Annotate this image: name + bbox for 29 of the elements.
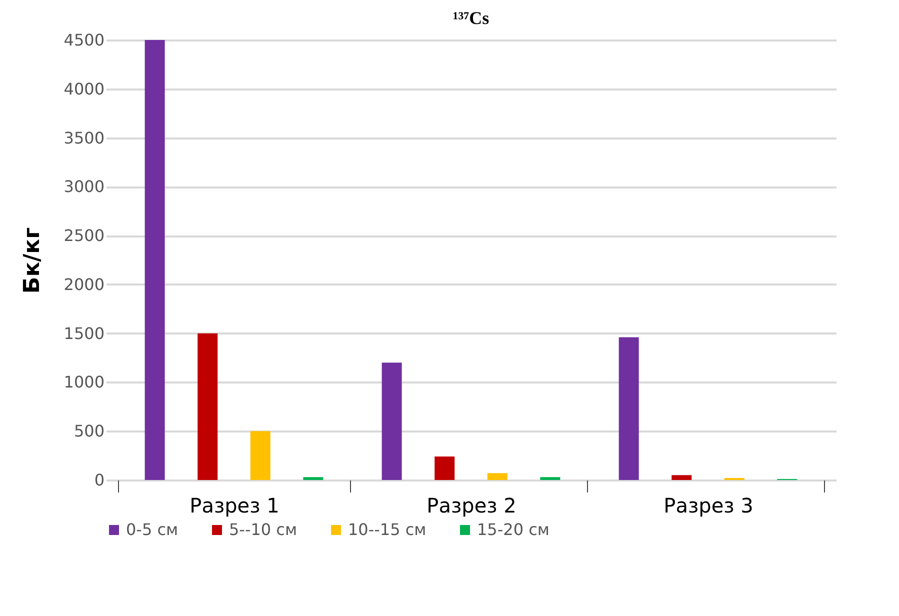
y-tick-label: 1000 [64, 372, 104, 392]
bar [144, 40, 165, 480]
y-tick-label: 2000 [64, 274, 104, 294]
bar [250, 431, 270, 480]
bar [303, 477, 324, 480]
x-tick-label: Разрез 1 [190, 494, 280, 518]
bar [487, 473, 508, 480]
bar [198, 333, 218, 480]
y-axis-title: Бк/кг [20, 227, 45, 294]
legend-label: 5--10 см [229, 520, 298, 539]
y-tick-label: 500 [74, 422, 104, 441]
legend-label: 0-5 см [126, 520, 178, 539]
y-tick-label: 4500 [64, 30, 104, 50]
chart-title: ¹³⁷Cs [452, 8, 490, 28]
y-tick-label: 0 [94, 470, 104, 490]
y-tick-label: 2500 [64, 226, 104, 246]
y-tick-label: 3500 [64, 128, 104, 148]
y-tick-label: 3000 [64, 177, 104, 196]
legend-label: 10--15 см [348, 520, 426, 539]
bar [382, 362, 402, 480]
x-tick-label: Разрез 3 [664, 494, 754, 518]
y-tick-label: 1500 [64, 324, 104, 343]
x-tick-label: Разрез 2 [426, 494, 516, 518]
bar [672, 475, 692, 480]
bar [434, 456, 455, 480]
legend-label: 15-20 см [477, 520, 550, 539]
bar [618, 337, 639, 480]
y-tick-label: 4000 [64, 79, 104, 98]
bar [540, 477, 560, 480]
